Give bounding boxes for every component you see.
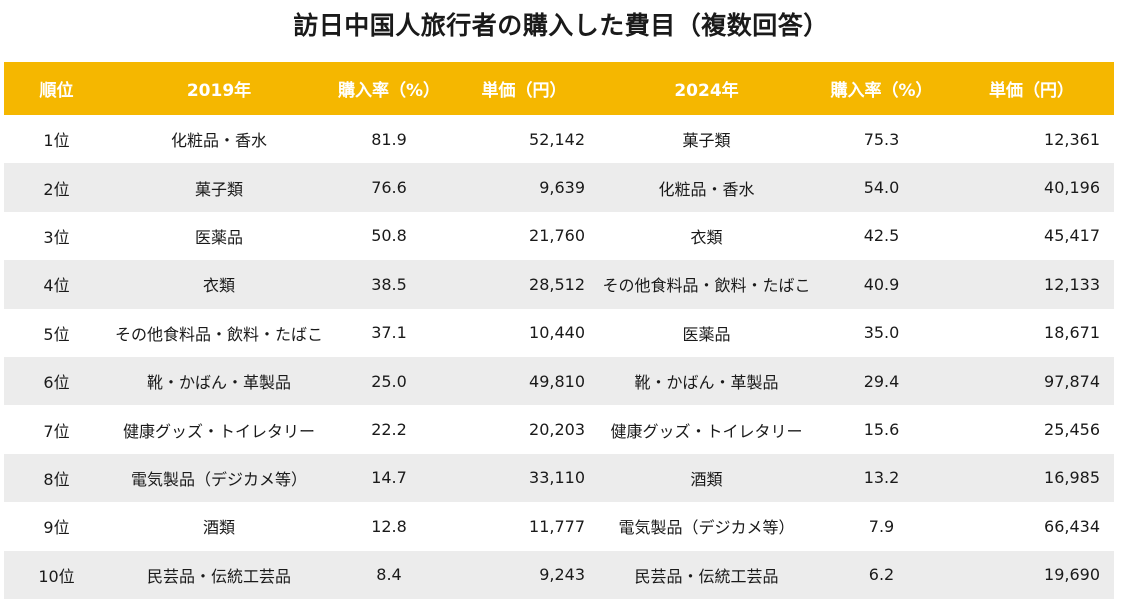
- price-2019-cell: 9,243: [449, 550, 599, 599]
- item-2019-cell: 靴・かばん・革製品: [109, 356, 329, 406]
- price-2019-cell: 33,110: [449, 453, 599, 503]
- rate-2019-cell: 8.4: [329, 550, 449, 599]
- item-2024-cell: 菓子類: [599, 115, 814, 164]
- price-2024-cell: 66,434: [949, 502, 1114, 551]
- header-price-2024: 単価（円）: [949, 62, 1114, 115]
- table-row: 4位 衣類 38.5 28,512 その他食料品・飲料・たばこ 40.9 12,…: [4, 260, 1114, 309]
- rate-2019-cell: 76.6: [329, 163, 449, 212]
- rate-2024-cell: 42.5: [814, 211, 949, 261]
- rank-cell: 5位: [4, 308, 109, 357]
- table-row: 7位 健康グッズ・トイレタリー 22.2 20,203 健康グッズ・トイレタリー…: [4, 405, 1114, 454]
- item-2024-cell: 健康グッズ・トイレタリー: [599, 405, 814, 454]
- item-2019-cell: 医薬品: [109, 211, 329, 261]
- rate-2024-cell: 13.2: [814, 453, 949, 503]
- item-2019-cell: 衣類: [109, 260, 329, 309]
- rate-2024-cell: 6.2: [814, 550, 949, 599]
- price-2024-cell: 40,196: [949, 163, 1114, 212]
- rate-2024-cell: 75.3: [814, 115, 949, 164]
- header-rank: 順位: [4, 62, 109, 115]
- price-2024-cell: 19,690: [949, 550, 1114, 599]
- header-rate-2019: 購入率（%）: [329, 62, 449, 115]
- header-rate-2024: 購入率（%）: [814, 62, 949, 115]
- rate-2019-cell: 14.7: [329, 453, 449, 503]
- item-2024-cell: 衣類: [599, 211, 814, 261]
- rank-cell: 8位: [4, 453, 109, 503]
- price-2024-cell: 45,417: [949, 211, 1114, 261]
- item-2019-cell: 民芸品・伝統工芸品: [109, 550, 329, 599]
- rank-cell: 6位: [4, 356, 109, 406]
- purchase-table: 順位 2019年 購入率（%） 単価（円） 2024年 購入率（%） 単価（円）…: [4, 62, 1114, 599]
- item-2024-cell: 靴・かばん・革製品: [599, 356, 814, 406]
- price-2019-cell: 21,760: [449, 211, 599, 261]
- item-2024-cell: 電気製品（デジカメ等）: [599, 502, 814, 551]
- price-2024-cell: 12,133: [949, 260, 1114, 309]
- price-2019-cell: 20,203: [449, 405, 599, 454]
- rate-2019-cell: 12.8: [329, 502, 449, 551]
- rate-2024-cell: 54.0: [814, 163, 949, 212]
- price-2019-cell: 49,810: [449, 356, 599, 406]
- item-2019-cell: 電気製品（デジカメ等）: [109, 453, 329, 503]
- table-row: 5位 その他食料品・飲料・たばこ 37.1 10,440 医薬品 35.0 18…: [4, 308, 1114, 357]
- table-header: 順位 2019年 購入率（%） 単価（円） 2024年 購入率（%） 単価（円）: [4, 62, 1114, 115]
- page-title: 訪日中国人旅行者の購入した費目（複数回答）: [293, 11, 829, 40]
- price-2019-cell: 9,639: [449, 163, 599, 212]
- header-row: 順位 2019年 購入率（%） 単価（円） 2024年 購入率（%） 単価（円）: [4, 62, 1114, 115]
- table-row: 3位 医薬品 50.8 21,760 衣類 42.5 45,417: [4, 211, 1114, 261]
- item-2019-cell: 健康グッズ・トイレタリー: [109, 405, 329, 454]
- table-row: 10位 民芸品・伝統工芸品 8.4 9,243 民芸品・伝統工芸品 6.2 19…: [4, 550, 1114, 599]
- table-row: 1位 化粧品・香水 81.9 52,142 菓子類 75.3 12,361: [4, 115, 1114, 164]
- rate-2019-cell: 38.5: [329, 260, 449, 309]
- price-2024-cell: 97,874: [949, 356, 1114, 406]
- table-row: 9位 酒類 12.8 11,777 電気製品（デジカメ等） 7.9 66,434: [4, 502, 1114, 551]
- table-row: 6位 靴・かばん・革製品 25.0 49,810 靴・かばん・革製品 29.4 …: [4, 356, 1114, 406]
- rate-2019-cell: 25.0: [329, 356, 449, 406]
- price-2019-cell: 28,512: [449, 260, 599, 309]
- item-2019-cell: 化粧品・香水: [109, 115, 329, 164]
- rate-2024-cell: 7.9: [814, 502, 949, 551]
- rank-cell: 9位: [4, 502, 109, 551]
- price-2019-cell: 11,777: [449, 502, 599, 551]
- rank-cell: 3位: [4, 211, 109, 261]
- header-price-2019: 単価（円）: [449, 62, 599, 115]
- rate-2019-cell: 37.1: [329, 308, 449, 357]
- header-year-2024: 2024年: [599, 62, 814, 115]
- item-2019-cell: 酒類: [109, 502, 329, 551]
- price-2024-cell: 12,361: [949, 115, 1114, 164]
- rank-cell: 10位: [4, 550, 109, 599]
- rank-cell: 2位: [4, 163, 109, 212]
- price-2024-cell: 18,671: [949, 308, 1114, 357]
- item-2019-cell: 菓子類: [109, 163, 329, 212]
- rank-cell: 1位: [4, 115, 109, 164]
- price-2019-cell: 10,440: [449, 308, 599, 357]
- item-2024-cell: 民芸品・伝統工芸品: [599, 550, 814, 599]
- item-2024-cell: 医薬品: [599, 308, 814, 357]
- price-2024-cell: 25,456: [949, 405, 1114, 454]
- table-row: 2位 菓子類 76.6 9,639 化粧品・香水 54.0 40,196: [4, 163, 1114, 212]
- price-2024-cell: 16,985: [949, 453, 1114, 503]
- item-2024-cell: 化粧品・香水: [599, 163, 814, 212]
- rate-2024-cell: 15.6: [814, 405, 949, 454]
- rate-2019-cell: 22.2: [329, 405, 449, 454]
- price-2019-cell: 52,142: [449, 115, 599, 164]
- table-body: 1位 化粧品・香水 81.9 52,142 菓子類 75.3 12,361 2位…: [4, 115, 1114, 599]
- rate-2019-cell: 81.9: [329, 115, 449, 164]
- item-2024-cell: その他食料品・飲料・たばこ: [599, 260, 814, 309]
- header-year-2019: 2019年: [109, 62, 329, 115]
- rate-2019-cell: 50.8: [329, 211, 449, 261]
- rank-cell: 7位: [4, 405, 109, 454]
- table-row: 8位 電気製品（デジカメ等） 14.7 33,110 酒類 13.2 16,98…: [4, 453, 1114, 503]
- item-2024-cell: 酒類: [599, 453, 814, 503]
- rank-cell: 4位: [4, 260, 109, 309]
- rate-2024-cell: 35.0: [814, 308, 949, 357]
- rate-2024-cell: 40.9: [814, 260, 949, 309]
- rate-2024-cell: 29.4: [814, 356, 949, 406]
- item-2019-cell: その他食料品・飲料・たばこ: [109, 308, 329, 357]
